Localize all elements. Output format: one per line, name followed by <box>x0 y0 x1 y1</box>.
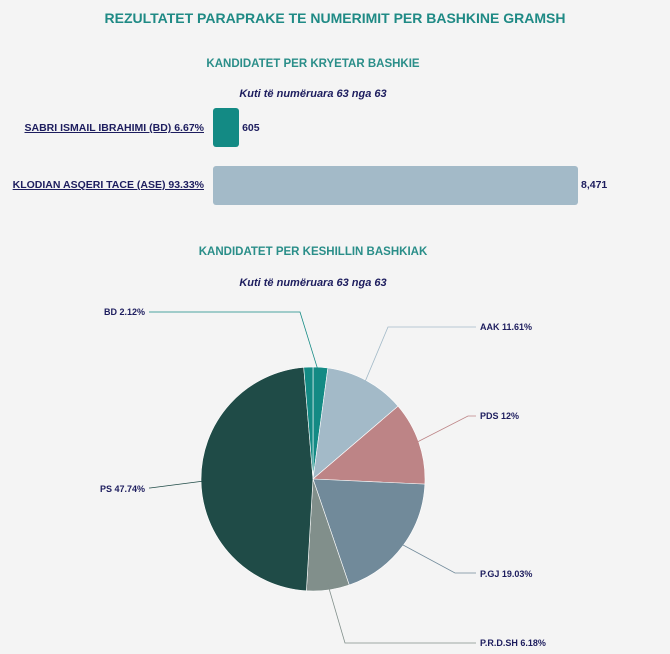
leader-line-pds <box>410 415 476 446</box>
pie-label-pds: PDS 12% <box>480 411 519 421</box>
pie-slice-pds <box>312 405 426 485</box>
pie-slice-ps <box>200 367 314 592</box>
candidate-label-ase[interactable]: KLODIAN ASQERI TACE (ASE) 93.33% <box>12 179 204 191</box>
bar-candidate-bd <box>213 108 240 147</box>
bar-candidate-ase <box>213 166 578 205</box>
pie-label-bd: BD 2.12% <box>104 307 145 317</box>
candidate-label-bd[interactable]: SABRI ISMAIL IBRAHIMI (BD) 6.67% <box>24 122 205 134</box>
pie-slice-remainder <box>303 366 314 480</box>
council-pie-chart: BD 2.12% AAK 11.61% PDS 12% P.GJ 19.03% P.R.… <box>100 307 546 648</box>
pie-label-ps: PS 47.74% <box>100 484 145 494</box>
bar-value-ase: 8,471 <box>581 179 608 191</box>
mayor-section-title: KANDIDATET PER KRYETAR BASHKIE <box>206 58 420 70</box>
pie-slice-aak <box>312 367 399 480</box>
leader-line-ps <box>149 479 211 489</box>
page-title: REZULTATET PARAPRAKE TE NUMERIMIT PER BA… <box>104 10 566 26</box>
pie-slice-pgj <box>312 478 426 586</box>
leader-line-bd <box>149 311 321 377</box>
leader-line-aak <box>361 326 476 389</box>
pie-label-pgj: P.GJ 19.03% <box>480 569 532 579</box>
bar-value-bd: 605 <box>242 122 260 134</box>
council-section-title: KANDIDATET PER KESHILLIN BASHKIAK <box>198 246 428 258</box>
leader-line-prdsh <box>326 580 476 644</box>
council-subtitle: Kuti të numëruara 63 nga 63 <box>239 277 387 289</box>
pie-label-aak: AAK 11.61% <box>480 322 532 332</box>
leader-line-pgj <box>395 540 476 574</box>
mayor-subtitle: Kuti të numëruara 63 nga 63 <box>239 88 387 100</box>
pie-label-prdsh: P.R.D.SH 6.18% <box>480 638 546 648</box>
